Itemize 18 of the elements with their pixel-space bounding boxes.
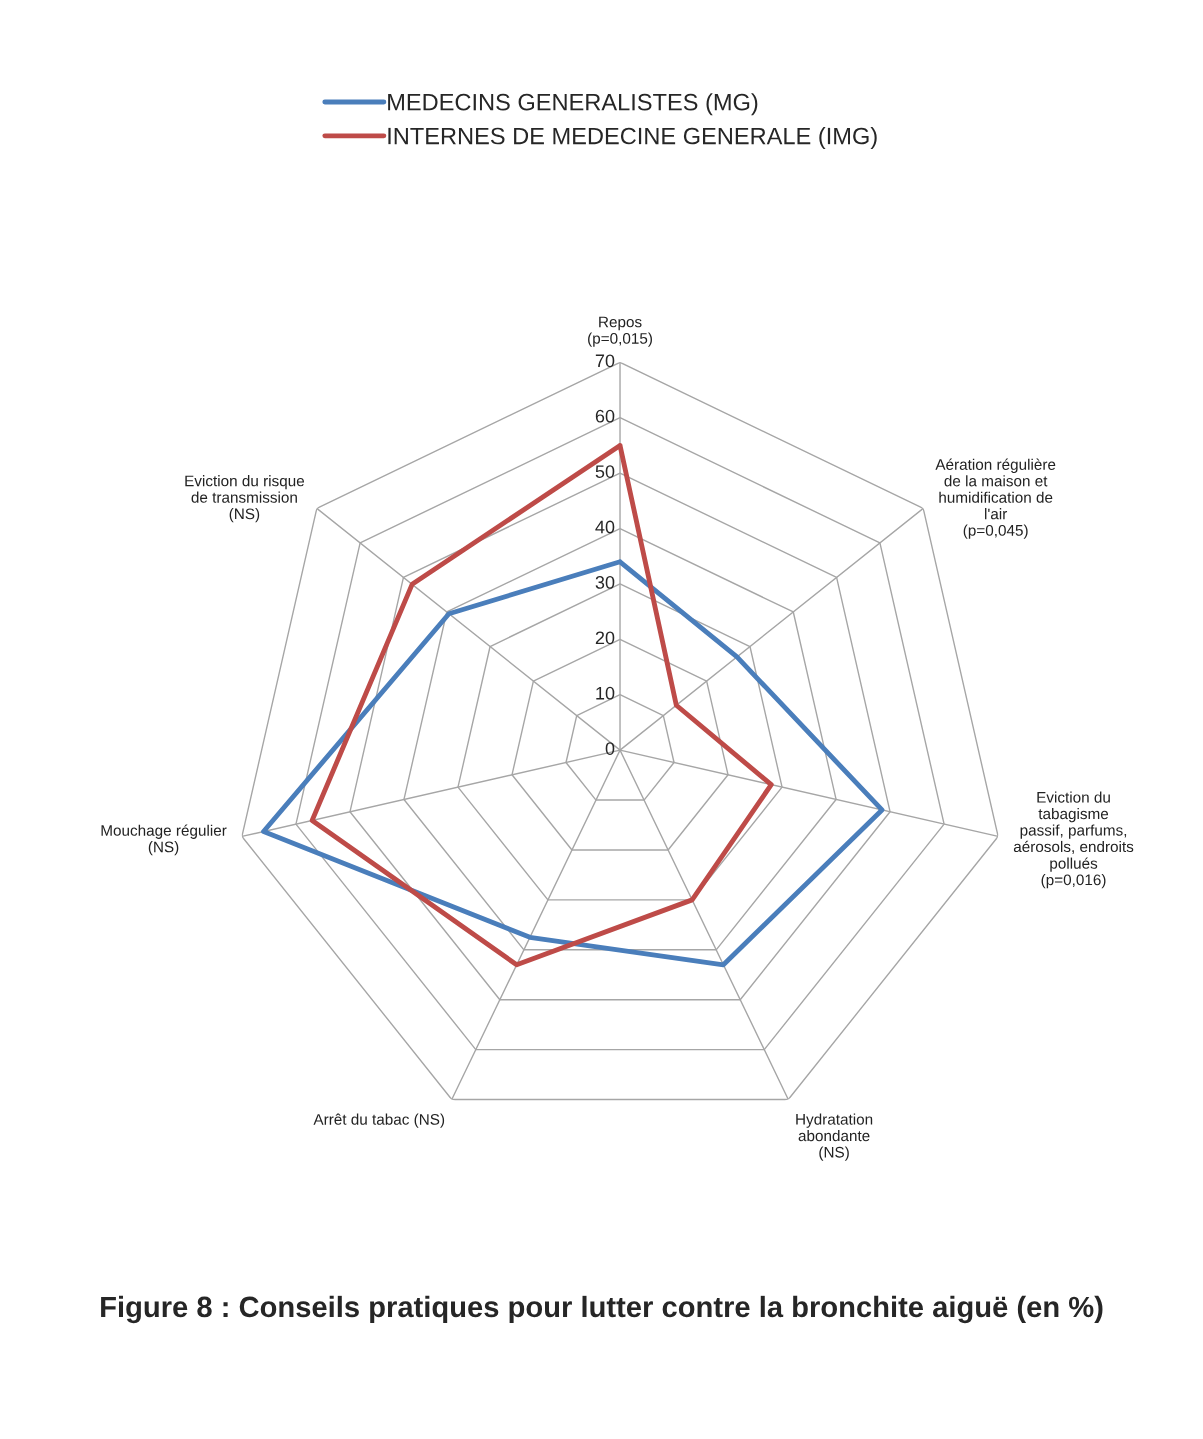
y-tick-label: 20 [595, 631, 615, 645]
y-tick-label: 30 [595, 576, 615, 589]
spoke-label: Aération régulière de la maison et humidification de l'air (p=0,045) [935, 458, 1056, 539]
y-tick-label: 10 [596, 686, 615, 700]
y-tick-label: 50 [595, 465, 615, 478]
text: Figure 8 : Conseils pratiques pour lutter contre la bronchite aiguë (en %) [101, 1295, 1103, 1324]
spoke-label: Eviction du risque de transmission (NS) [185, 475, 305, 523]
legend-label: INTERNES DE MEDECINE GENERALE (IMG) [388, 127, 877, 150]
spoke-label: Hydratation abondante (NS) [796, 1113, 873, 1161]
y-tick-label: 60 [595, 409, 615, 423]
y-tick-label: 0 [605, 742, 615, 755]
y-tick-label: 70 [595, 354, 615, 368]
spoke-label: Arrêt du tabac (NS) [313, 1113, 445, 1128]
y-tick-label: 40 [595, 520, 615, 534]
legend-label: MEDECINS GENERALISTES (MG) [388, 93, 758, 116]
spoke-label: Repos (p=0,015) [588, 316, 652, 347]
spoke-label: Eviction du tabagisme passif, parfums, aérosols, endroits pollués (p=0,016) [1013, 791, 1134, 889]
spoke-label: Mouchage régulier (NS) [101, 824, 227, 856]
